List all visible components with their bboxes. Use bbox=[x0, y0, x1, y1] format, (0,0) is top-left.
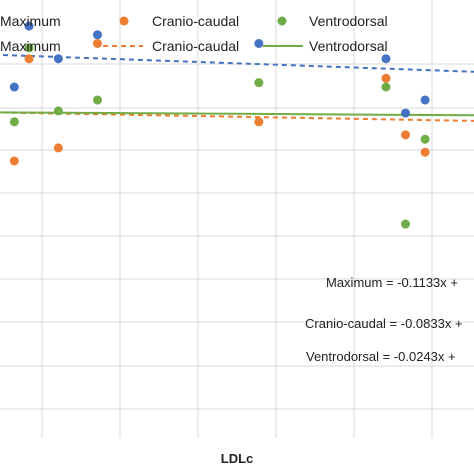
equation-cranio-caudal: Cranio-caudal = -0.0833x + bbox=[305, 316, 463, 331]
point-cranio-caudal bbox=[9, 156, 19, 166]
point-ventrodorsal bbox=[53, 106, 63, 116]
x-axis-label: LDLc bbox=[221, 451, 254, 466]
point-maximum bbox=[92, 30, 102, 40]
trendline-ventrodorsal bbox=[0, 111, 474, 117]
trendline-equations: Maximum = -0.1133x + Cranio-caudal = -0.… bbox=[305, 275, 463, 364]
point-maximum bbox=[9, 82, 19, 92]
data-points bbox=[9, 21, 430, 229]
point-maximum bbox=[254, 39, 264, 48]
gridlines bbox=[0, 0, 474, 438]
legend-line-label-maximum: Maximum bbox=[0, 38, 61, 54]
trendline-maximum bbox=[0, 53, 474, 73]
point-cranio-caudal bbox=[401, 130, 411, 140]
point-ventrodorsal bbox=[420, 134, 430, 144]
point-ventrodorsal bbox=[9, 117, 19, 127]
point-ventrodorsal bbox=[254, 78, 264, 88]
legend-marker-cranio-caudal bbox=[119, 16, 129, 26]
legend-line-label-cranio-caudal: Cranio-caudal bbox=[152, 38, 239, 54]
point-maximum bbox=[53, 54, 63, 64]
point-cranio-caudal bbox=[381, 73, 391, 83]
legend-line-label-ventrodorsal: Ventrodorsal bbox=[309, 38, 388, 54]
point-ventrodorsal bbox=[92, 95, 102, 105]
point-cranio-caudal bbox=[254, 117, 264, 127]
point-cranio-caudal bbox=[24, 54, 34, 64]
legend-marker-ventrodorsal bbox=[277, 16, 287, 26]
point-ventrodorsal bbox=[381, 82, 391, 92]
point-cranio-caudal bbox=[53, 143, 63, 153]
point-cranio-caudal bbox=[420, 147, 430, 157]
legend-label-cranio-caudal: Cranio-caudal bbox=[152, 13, 239, 29]
point-cranio-caudal bbox=[92, 39, 102, 48]
legend: Maximum Cranio-caudal Ventrodorsal Maxim… bbox=[0, 13, 388, 54]
point-maximum bbox=[24, 21, 34, 31]
point-ventrodorsal bbox=[401, 219, 411, 229]
point-maximum bbox=[420, 95, 430, 105]
point-maximum bbox=[381, 54, 391, 64]
point-maximum bbox=[401, 108, 411, 118]
legend-label-maximum: Maximum bbox=[0, 13, 61, 29]
equation-maximum: Maximum = -0.1133x + bbox=[326, 275, 458, 290]
point-ventrodorsal bbox=[24, 43, 34, 53]
trendlines bbox=[0, 53, 474, 122]
equation-ventrodorsal: Ventrodorsal = -0.0243x + bbox=[306, 349, 456, 364]
legend-label-ventrodorsal: Ventrodorsal bbox=[309, 13, 388, 29]
